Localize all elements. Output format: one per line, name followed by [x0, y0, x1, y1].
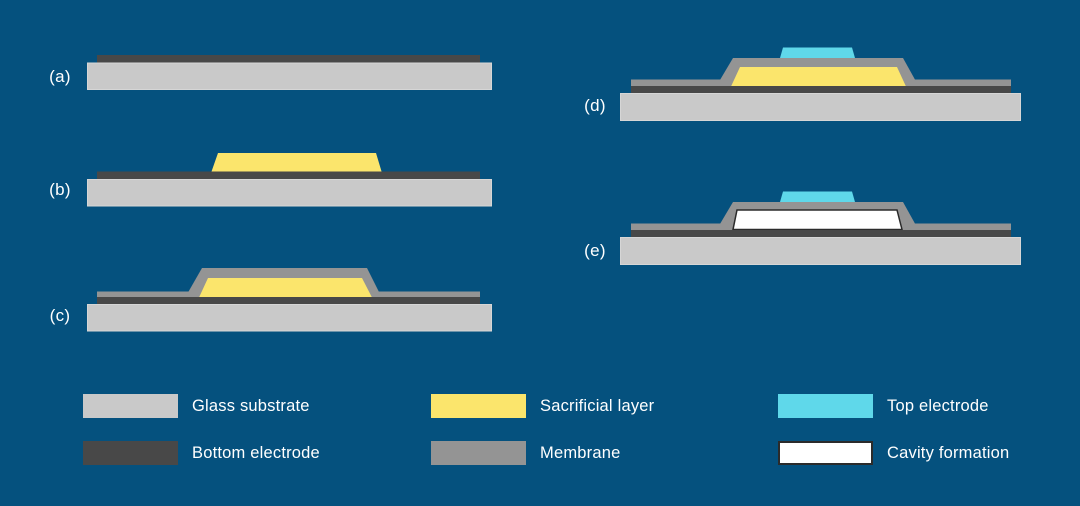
step-e-label: (e): [584, 241, 606, 260]
legend-item-membrane: Membrane: [431, 441, 620, 465]
step-d-diagram: [620, 47, 1021, 121]
step-a-bottom-electrode-layer: [97, 55, 480, 64]
step-d-top-electrode-layer: [780, 47, 855, 58]
step-e-bottom-electrode-layer: [631, 230, 1011, 238]
legend-label: Glass substrate: [192, 396, 310, 415]
step-c-diagram: [87, 268, 492, 332]
legend-item-cavity-formation: Cavity formation: [778, 441, 1009, 465]
step-a-label: (a): [49, 67, 71, 86]
legend-label: Top electrode: [887, 396, 989, 415]
legend-item-bottom-electrode: Bottom electrode: [83, 441, 320, 465]
legend-label: Sacrificial layer: [540, 396, 655, 415]
legend-label: Cavity formation: [887, 443, 1010, 462]
step-d-bottom-electrode-layer: [631, 86, 1011, 94]
bottom-electrode-swatch: [83, 441, 178, 465]
step-c-label: (c): [49, 306, 71, 325]
sacrificial-layer-swatch: [431, 394, 526, 418]
step-a-diagram: [87, 55, 492, 90]
step-c-sacrificial-layer: [199, 278, 372, 298]
step-d-sacrificial-layer: [731, 67, 906, 87]
step-b-diagram: [87, 153, 492, 207]
step-e-diagram: [620, 191, 1021, 265]
top-electrode-swatch: [778, 394, 873, 418]
step-e-cavity-layer: [732, 209, 903, 231]
cavity-formation-swatch: [778, 441, 873, 465]
membrane-swatch: [431, 441, 526, 465]
step-b-bottom-electrode-layer: [97, 171, 480, 180]
step-e-top-electrode-layer: [780, 191, 855, 202]
step-d-glass-substrate-layer: [620, 93, 1021, 121]
step-b-glass-substrate-layer: [87, 179, 492, 207]
legend-item-sacrificial-layer: Sacrificial layer: [431, 394, 654, 418]
glass-substrate-swatch: [83, 394, 178, 418]
step-a-glass-substrate-layer: [87, 62, 492, 90]
legend-item-top-electrode: Top electrode: [778, 394, 989, 418]
step-c-glass-substrate-layer: [87, 304, 492, 332]
legend-label: Membrane: [540, 443, 621, 462]
step-b-sacrificial-layer: [211, 153, 382, 173]
step-c-bottom-electrode-layer: [97, 297, 480, 305]
legend-item-glass-substrate: Glass substrate: [83, 394, 310, 418]
step-e-glass-substrate-layer: [620, 237, 1021, 265]
legend-label: Bottom electrode: [192, 443, 320, 462]
step-b-label: (b): [49, 180, 71, 199]
step-d-label: (d): [584, 96, 606, 115]
